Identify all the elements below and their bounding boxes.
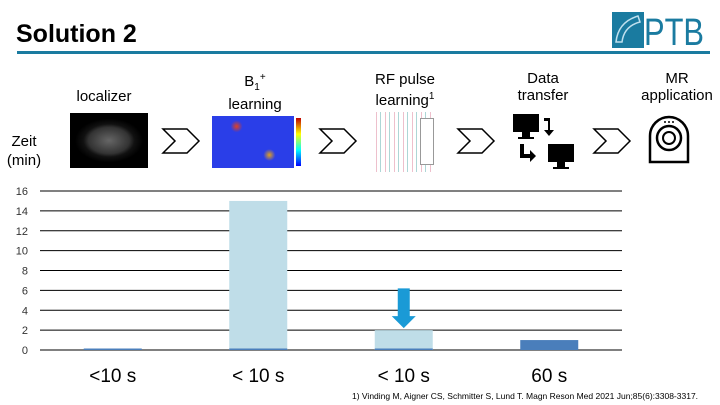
dt-line1: Data (527, 70, 559, 87)
localizer-mri-image (70, 113, 148, 168)
bar-current (229, 348, 288, 350)
slide-title: Solution 2 (16, 20, 137, 48)
bar-current (520, 340, 579, 350)
step-label-data-transfer: Data transfer (488, 70, 598, 104)
y-tick-label: 2 (22, 325, 28, 337)
y-axis-unit-label: Zeit (min) (4, 132, 44, 170)
y-unit-line2: (min) (6, 152, 42, 169)
mr-scanner-icon (648, 115, 690, 164)
rf-legend (420, 118, 434, 165)
mr-line1: MR (665, 70, 689, 87)
rf-line2: learning (375, 92, 429, 109)
b1-sub: 1 (254, 82, 260, 93)
x-tick-label: < 10 s (377, 366, 430, 387)
colorbar (296, 118, 301, 166)
chevron-arrow-icon (456, 128, 496, 154)
bar-previous (229, 200, 288, 350)
chevron-arrow-icon (592, 128, 632, 154)
bar-current (83, 348, 142, 350)
y-tick-label: 10 (16, 246, 28, 258)
rf-sup: 1 (428, 91, 435, 102)
y-tick-label: 14 (16, 206, 28, 218)
y-tick-label: 16 (16, 186, 28, 198)
y-tick-label: 4 (22, 305, 28, 317)
svg-text:PTB: PTB (644, 12, 704, 48)
y-unit-line1: Zeit (11, 133, 37, 150)
bar-previous (374, 330, 433, 350)
y-tick-label: 6 (22, 285, 28, 297)
ptb-logo: PTB (612, 12, 704, 48)
x-tick-label: 60 s (531, 366, 568, 387)
y-tick-label: 0 (22, 345, 28, 357)
b1-map-image (212, 116, 294, 168)
chevron-arrow-icon (161, 128, 201, 154)
b1-sup: + (259, 72, 266, 83)
step-label-mr-application: MR application (622, 70, 720, 104)
b1-main: B (244, 73, 255, 90)
down-arrow-icon (391, 288, 416, 329)
y-tick-label: 12 (16, 226, 28, 238)
chevron-arrow-icon (318, 128, 358, 154)
data-transfer-icon (513, 114, 574, 169)
b1-line2: learning (228, 96, 282, 113)
dt-line2: transfer (517, 87, 569, 104)
y-tick-label: 8 (22, 266, 28, 278)
step-label-b1-learning: B1+ learning (200, 69, 310, 113)
mr-line2: application (641, 87, 713, 104)
title-underline (17, 51, 710, 54)
bar-current (374, 348, 433, 350)
rf-line1: RF pulse (374, 71, 436, 88)
bar-chart: 0 2 4 6 8 10 12 14 16 (16, 186, 622, 357)
x-tick-label: < 10 s (232, 366, 285, 387)
step-label-localizer: localizer (76, 88, 132, 105)
x-tick-label: <10 s (89, 366, 137, 387)
step-label-rf-pulse-learning: RF pulse learning1 (350, 71, 460, 109)
citation: 1) Vinding M, Aigner CS, Schmitter S, Lu… (352, 391, 699, 401)
